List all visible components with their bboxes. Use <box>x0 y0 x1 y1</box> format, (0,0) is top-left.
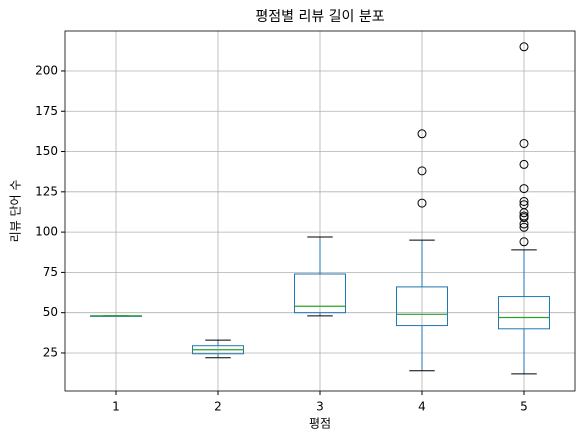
chart-title: 평점별 리뷰 길이 분포 <box>255 9 384 25</box>
outlier <box>417 166 427 176</box>
y-tick-label: 200 <box>35 63 58 77</box>
y-tick-label: 50 <box>43 305 58 319</box>
y-tick-label: 75 <box>43 265 58 279</box>
outlier <box>519 213 529 223</box>
outlier <box>519 196 529 206</box>
y-tick-label: 25 <box>43 345 58 359</box>
y-tick-label: 125 <box>35 184 58 198</box>
outlier <box>417 198 427 208</box>
y-tick-label: 100 <box>35 225 58 239</box>
outlier <box>417 129 427 139</box>
outlier <box>519 219 529 229</box>
y-tick-label: 175 <box>35 104 58 118</box>
y-axis-label: 리뷰 단어 수 <box>9 180 23 243</box>
outlier <box>519 208 529 218</box>
outlier <box>519 184 529 194</box>
x-tick-label: 2 <box>214 400 222 414</box>
plot-frame <box>64 30 576 392</box>
x-tick-label: 1 <box>112 400 120 414</box>
box <box>396 286 448 327</box>
x-tick-label: 5 <box>520 400 528 414</box>
x-tick-label: 4 <box>418 400 426 414</box>
outlier <box>519 222 529 232</box>
box <box>498 296 550 330</box>
outlier <box>519 237 529 247</box>
outlier <box>519 138 529 148</box>
box <box>294 273 346 314</box>
outlier <box>519 159 529 169</box>
x-axis-label: 평점 <box>309 417 331 431</box>
outlier <box>519 42 529 52</box>
y-tick-label: 150 <box>35 144 58 158</box>
x-tick-label: 3 <box>316 400 324 414</box>
